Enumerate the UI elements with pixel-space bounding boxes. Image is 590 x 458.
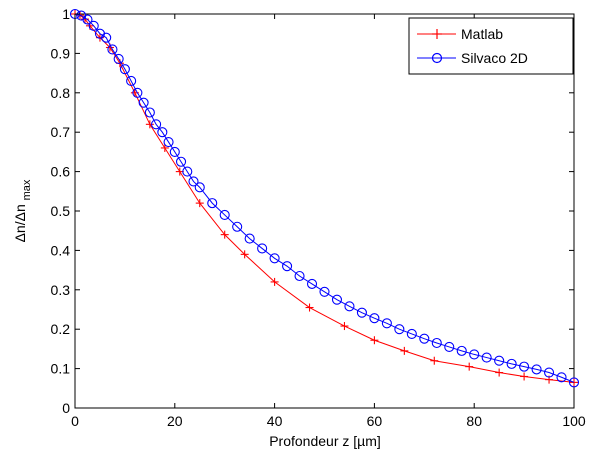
x-tick-label: 60 (367, 413, 383, 429)
legend-silvaco-marker (431, 52, 443, 64)
silvaco-2d-point (175, 156, 187, 167)
silvaco-2d-point (257, 243, 268, 254)
silvaco-2d-point (369, 313, 380, 324)
y-axis-label-subscript: max (21, 179, 33, 200)
silvaco-2d-point (101, 32, 112, 43)
silvaco-2d-point (469, 349, 480, 360)
silvaco-2d-point (282, 261, 293, 272)
silvaco-2d-point (531, 364, 542, 375)
silvaco-2d-point (269, 253, 280, 264)
matlab-point (520, 372, 529, 381)
silvaco-2d-point (381, 318, 392, 329)
silvaco-2d-point (244, 233, 255, 244)
silvaco-2d-point (394, 324, 405, 335)
matlab-point (340, 322, 349, 331)
x-axis-ticks: 0 20 40 60 80 100 (71, 14, 586, 429)
silvaco-2d-point (138, 97, 149, 108)
legend-silvaco-label: Silvaco 2D (461, 50, 528, 66)
x-tick-label: 40 (267, 413, 283, 429)
x-tick-label: 0 (71, 413, 79, 429)
silvaco-2d-point (331, 294, 343, 305)
y-tick-label: 1 (62, 6, 70, 22)
silvaco-2d-point (82, 14, 93, 25)
y-axis-label-main: Δn/Δn (12, 204, 28, 242)
silvaco-2d-point (119, 64, 130, 75)
silvaco-2d-point (113, 53, 124, 64)
silvaco-2d-point (519, 361, 530, 372)
y-tick-label: 0.3 (51, 282, 71, 298)
silvaco-2d-point (126, 75, 137, 87)
matlab-point (145, 120, 154, 129)
matlab-point (465, 362, 474, 371)
plot-area (69, 8, 580, 409)
silvaco-2d-point (431, 337, 442, 349)
matlab-point (430, 356, 439, 365)
silvaco-2d-point (194, 182, 205, 193)
silvaco-2d-point (344, 301, 355, 312)
matlab-point (305, 303, 314, 312)
silvaco-2d-point (294, 270, 305, 282)
silvaco-2d-point (163, 137, 174, 148)
y-tick-label: 0.6 (51, 164, 71, 180)
silvaco-2d-point (481, 352, 492, 363)
silvaco-2d-point (568, 377, 580, 388)
silvaco-2d-point (444, 341, 455, 352)
silvaco-2d-point (219, 209, 230, 220)
silvaco-2d-point (132, 87, 143, 98)
y-tick-label: 0.4 (51, 242, 71, 258)
x-tick-label: 80 (466, 413, 482, 429)
x-tick-label: 100 (562, 413, 586, 429)
silvaco-2d-point (306, 278, 318, 289)
y-tick-label: 0.2 (51, 321, 71, 337)
silvaco-2d-point (151, 119, 162, 130)
silvaco-2d-point (169, 146, 180, 157)
matlab-point (400, 346, 409, 355)
y-tick-label: 0.5 (51, 203, 71, 219)
matlab-point (270, 277, 279, 286)
silvaco-2d-point (456, 345, 467, 356)
y-tick-label: 0.1 (51, 361, 71, 377)
silvaco-2d-point (494, 355, 505, 366)
legend: Matlab Silvaco 2D (408, 17, 574, 75)
silvaco-2d-point (356, 307, 367, 318)
silvaco-2d-point (88, 20, 99, 31)
silvaco-2d-point (556, 372, 567, 383)
silvaco-2d-point (319, 286, 330, 297)
silvaco-2d-point (543, 367, 555, 378)
silvaco-2d-point (419, 333, 430, 344)
x-axis-label: Profondeur z [µm] (269, 433, 381, 449)
matlab-point (195, 199, 204, 208)
silvaco-2d-point (107, 44, 118, 55)
series-silvaco-2d (69, 8, 580, 388)
legend-matlab-label: Matlab (461, 26, 503, 42)
silvaco-2d-point (144, 107, 155, 118)
matlab-point (495, 368, 504, 377)
silvaco-2d-point (182, 166, 193, 177)
y-tick-label: 0.9 (51, 45, 71, 61)
silvaco-2d-point (406, 328, 417, 339)
matlab-point (370, 336, 379, 345)
y-tick-label: 0.7 (51, 124, 71, 140)
legend-matlab-marker (432, 29, 442, 39)
silvaco-2d-point (232, 221, 243, 232)
matlab-point (220, 230, 229, 239)
y-axis-label: Δn/Δn max (12, 179, 33, 242)
silvaco-2d-point (506, 358, 517, 369)
matlab-point (240, 250, 249, 259)
silvaco-2d-point (157, 127, 168, 138)
x-tick-label: 20 (167, 413, 183, 429)
legend-box (408, 17, 574, 75)
silvaco-2d-point (207, 198, 218, 209)
y-tick-label: 0.8 (51, 85, 71, 101)
y-tick-label: 0 (62, 400, 70, 416)
silvaco-2d-point (188, 176, 199, 187)
